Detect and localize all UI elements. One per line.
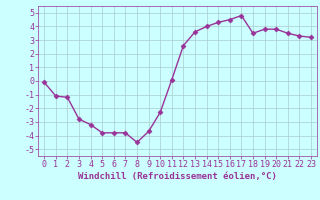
X-axis label: Windchill (Refroidissement éolien,°C): Windchill (Refroidissement éolien,°C) <box>78 172 277 181</box>
